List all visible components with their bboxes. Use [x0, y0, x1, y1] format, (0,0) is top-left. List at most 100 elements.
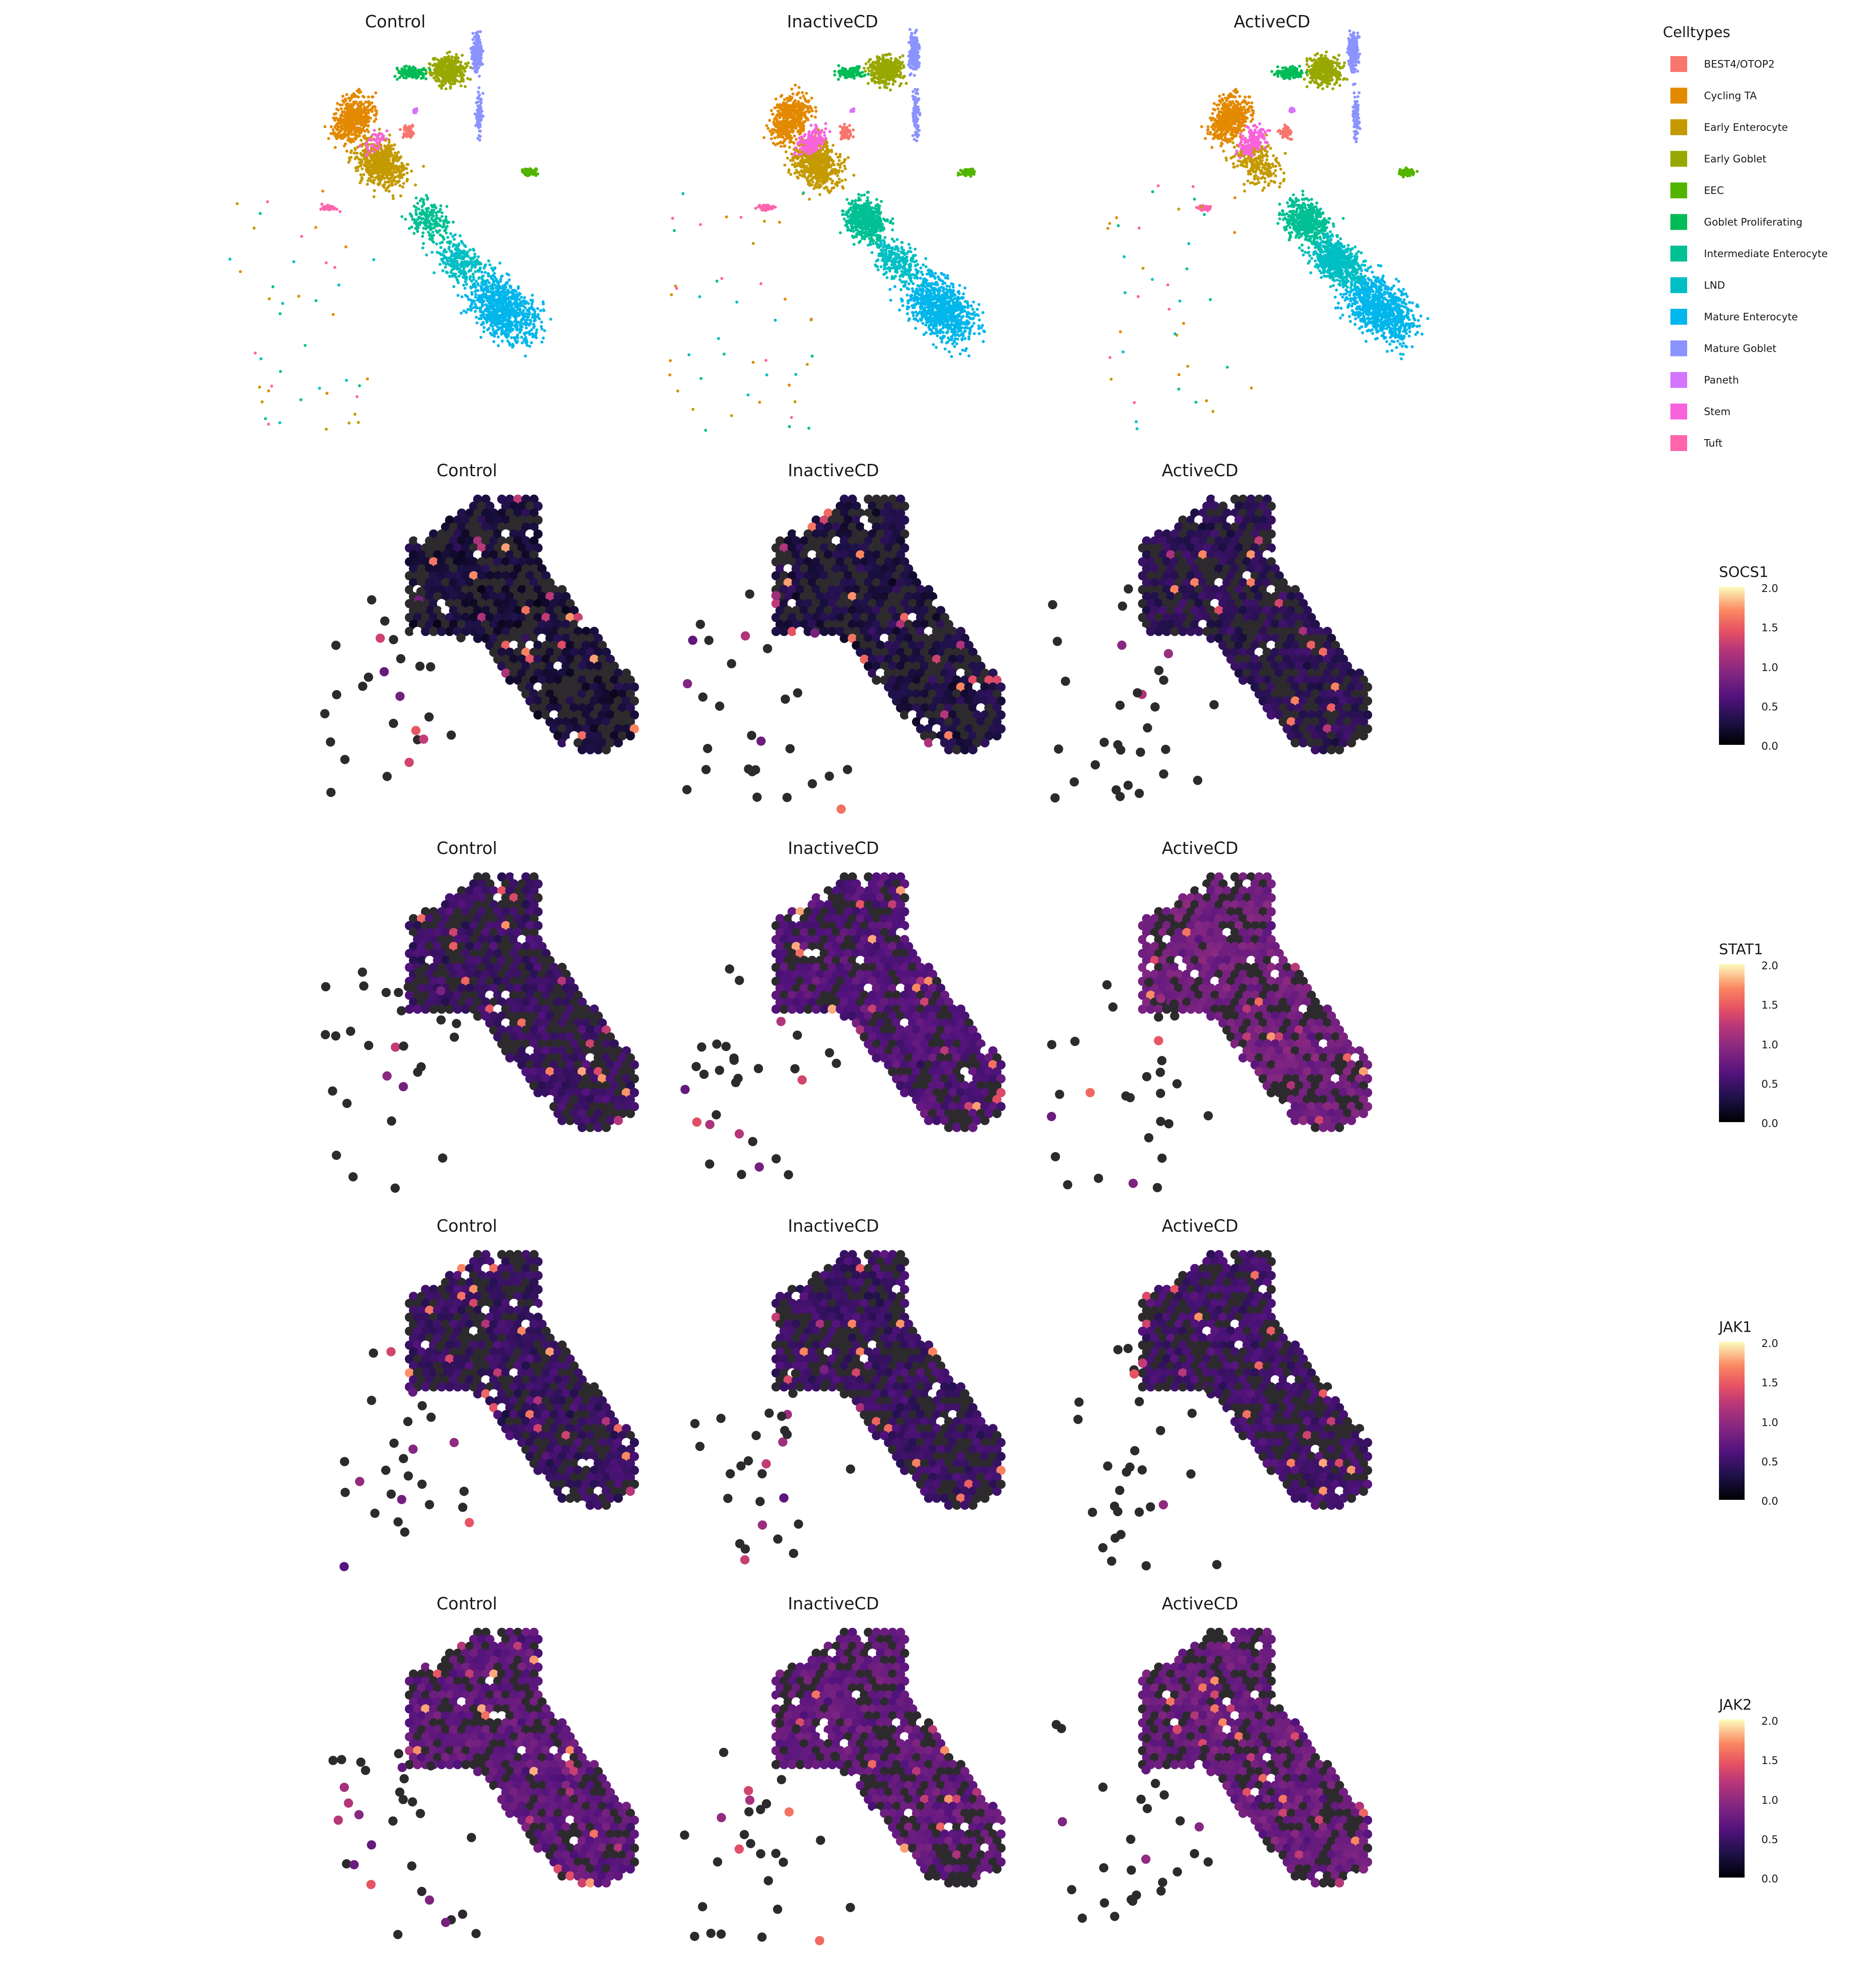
umap-point	[370, 110, 374, 113]
umap-point	[972, 300, 975, 304]
umap-point	[963, 337, 967, 340]
umap-point	[388, 153, 391, 156]
umap-point	[942, 309, 946, 313]
umap-point	[946, 321, 950, 324]
umap-point	[336, 136, 339, 140]
umap-point	[882, 273, 886, 276]
umap-point	[462, 270, 465, 274]
umap-point	[433, 205, 436, 208]
umap-point	[901, 300, 904, 303]
umap-point	[928, 320, 931, 323]
umap-point	[946, 290, 949, 294]
umap-point	[495, 320, 499, 323]
umap-point	[300, 235, 303, 238]
umap-point	[438, 263, 442, 266]
umap-point	[477, 269, 480, 272]
umap-point	[424, 77, 428, 80]
umap-point	[321, 190, 325, 193]
umap-point	[521, 299, 524, 303]
umap-point	[339, 114, 343, 117]
umap-point	[430, 235, 434, 238]
umap-point	[921, 263, 925, 266]
umap-point	[500, 315, 503, 319]
umap-point	[432, 64, 435, 67]
umap-point	[341, 127, 344, 130]
umap-point	[356, 395, 359, 398]
umap-point	[404, 125, 407, 129]
umap-point	[268, 297, 271, 300]
umap-point	[292, 260, 295, 263]
umap-point	[403, 68, 407, 71]
umap-point	[266, 200, 269, 204]
umap-point	[368, 165, 372, 168]
umap-point	[455, 267, 459, 271]
umap-point	[353, 413, 356, 416]
umap-point	[354, 100, 358, 103]
umap-point	[451, 272, 455, 276]
umap-point	[497, 301, 500, 304]
umap-point	[952, 317, 955, 321]
umap-point	[496, 335, 500, 339]
umap-point	[425, 218, 428, 221]
umap-point	[366, 128, 369, 132]
umap-point	[450, 254, 453, 258]
umap-point	[493, 275, 496, 279]
umap-point	[508, 314, 512, 317]
umap-point	[934, 294, 937, 297]
umap-point	[520, 335, 523, 339]
umap-point	[377, 133, 381, 137]
umap-point	[520, 311, 524, 315]
umap-point	[957, 297, 960, 301]
umap-point	[338, 210, 342, 213]
umap-point	[503, 311, 506, 314]
umap-point	[495, 322, 499, 326]
umap-point	[445, 257, 448, 260]
umap-point	[472, 299, 475, 302]
umap-point	[424, 72, 428, 76]
umap-point	[877, 246, 881, 249]
umap-point	[460, 265, 463, 268]
umap-point	[887, 243, 890, 247]
umap-point	[533, 310, 537, 314]
umap-point	[480, 57, 483, 60]
umap-point	[482, 312, 485, 316]
umap-point	[528, 333, 531, 336]
umap-point	[496, 304, 500, 308]
umap-point	[977, 327, 980, 330]
umap-point	[462, 252, 465, 255]
umap-point	[485, 285, 488, 288]
umap-point	[891, 246, 894, 250]
umap-point	[357, 113, 361, 117]
umap-point	[335, 107, 338, 111]
umap-point	[438, 67, 441, 70]
umap-point	[946, 331, 949, 334]
umap-point	[537, 313, 540, 316]
umap-point	[952, 311, 955, 314]
umap-point	[439, 86, 443, 89]
umap-point	[261, 400, 264, 404]
umap-point	[417, 207, 420, 211]
umap-point	[874, 263, 877, 266]
umap-point	[327, 137, 330, 140]
umap-point	[961, 349, 964, 352]
umap-point	[943, 292, 946, 295]
umap-point	[927, 304, 931, 307]
umap-point	[359, 181, 362, 185]
umap-point	[384, 163, 387, 166]
umap-point	[971, 307, 975, 311]
umap-point	[475, 321, 479, 325]
umap-point	[388, 167, 391, 170]
umap-point	[934, 277, 937, 280]
umap-point	[470, 293, 474, 296]
umap-point	[435, 221, 439, 224]
umap-point	[916, 277, 919, 280]
umap-point	[413, 205, 416, 208]
umap-point	[375, 111, 379, 115]
umap-point	[523, 319, 527, 322]
umap-point	[475, 113, 478, 117]
umap-point	[981, 324, 984, 327]
umap-point	[950, 308, 954, 311]
umap-point	[943, 335, 946, 338]
umap-point	[459, 311, 463, 315]
umap-point	[469, 47, 473, 50]
